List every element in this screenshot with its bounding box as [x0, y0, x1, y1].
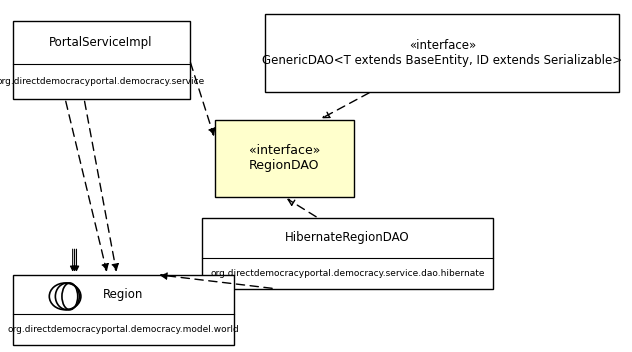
Text: «interface»
RegionDAO: «interface» RegionDAO	[249, 144, 320, 172]
FancyBboxPatch shape	[13, 21, 190, 99]
Text: «interface»
GenericDAO<T extends BaseEntity, ID extends Serializable>: «interface» GenericDAO<T extends BaseEnt…	[262, 39, 623, 67]
Text: HibernateRegionDAO: HibernateRegionDAO	[285, 232, 410, 244]
FancyBboxPatch shape	[215, 120, 354, 197]
FancyBboxPatch shape	[202, 218, 493, 289]
Text: org.directdemocracyportal.democracy.service.dao.hibernate: org.directdemocracyportal.democracy.serv…	[210, 269, 485, 278]
Text: Region: Region	[103, 288, 143, 301]
Text: PortalServiceImpl: PortalServiceImpl	[49, 36, 153, 49]
FancyBboxPatch shape	[13, 275, 234, 345]
FancyBboxPatch shape	[265, 14, 619, 92]
Text: org.directdemocracyportal.democracy.model.world: org.directdemocracyportal.democracy.mode…	[8, 325, 239, 334]
Text: org.directdemocracyportal.democracy.service: org.directdemocracyportal.democracy.serv…	[0, 77, 205, 86]
